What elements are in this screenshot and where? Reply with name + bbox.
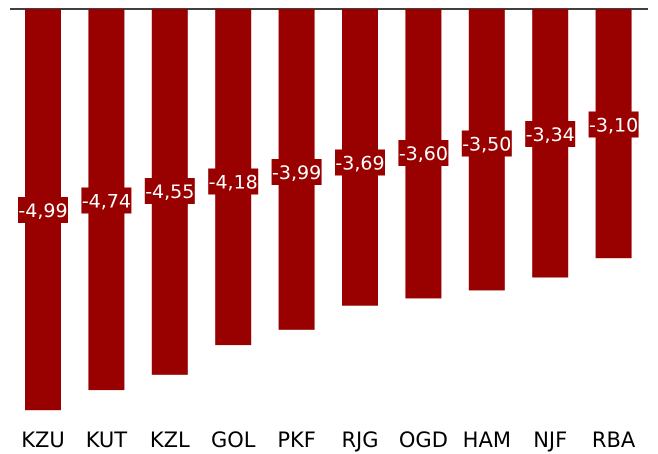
- value-labels-group: -4,99 -4,74 -4,55 -4,18 -3,99 -3,69 -3,60 -3,50…: [18, 111, 639, 223]
- category-label-kzu: KZU: [21, 428, 65, 452]
- category-label-ham: HAM: [463, 428, 511, 452]
- value-label-rba: -3,10: [589, 115, 638, 137]
- value-label-box-ham: [461, 130, 512, 157]
- value-label-pkf: -3,99: [272, 162, 321, 184]
- value-label-ogd: -3,60: [399, 143, 448, 165]
- category-label-ogd: OGD: [399, 428, 448, 452]
- value-label-box-rjg: [335, 149, 385, 176]
- category-label-rba: RBA: [592, 428, 636, 452]
- value-label-rjg: -3,69: [335, 153, 384, 175]
- value-label-box-njf: [525, 121, 576, 147]
- value-label-box-pkf: [271, 159, 322, 185]
- value-label-box-kut: [81, 187, 132, 214]
- value-label-box-ogd: [398, 140, 449, 166]
- value-label-box-gol: [208, 168, 259, 195]
- value-label-kzu: -4,99: [18, 200, 67, 222]
- value-label-gol: -4,18: [209, 172, 258, 194]
- category-labels-group: KZU KUT KZL GOL PKF RJG OGD HAM NJF RBA: [21, 428, 636, 452]
- category-label-rjg: RJG: [341, 428, 378, 452]
- value-label-box-kzu: [18, 197, 68, 223]
- value-label-kzl: -4,55: [145, 181, 194, 203]
- category-label-pkf: PKF: [277, 428, 316, 452]
- category-label-kut: KUT: [86, 428, 128, 452]
- category-label-gol: GOL: [211, 428, 256, 452]
- value-label-ham: -3,50: [462, 134, 511, 156]
- category-label-njf: NJF: [533, 428, 567, 452]
- value-label-box-rba: [588, 111, 639, 138]
- value-label-njf: -3,34: [526, 124, 575, 146]
- value-label-box-kzl: [144, 178, 195, 204]
- value-label-kut: -4,74: [82, 191, 131, 213]
- category-label-kzl: KZL: [150, 428, 190, 452]
